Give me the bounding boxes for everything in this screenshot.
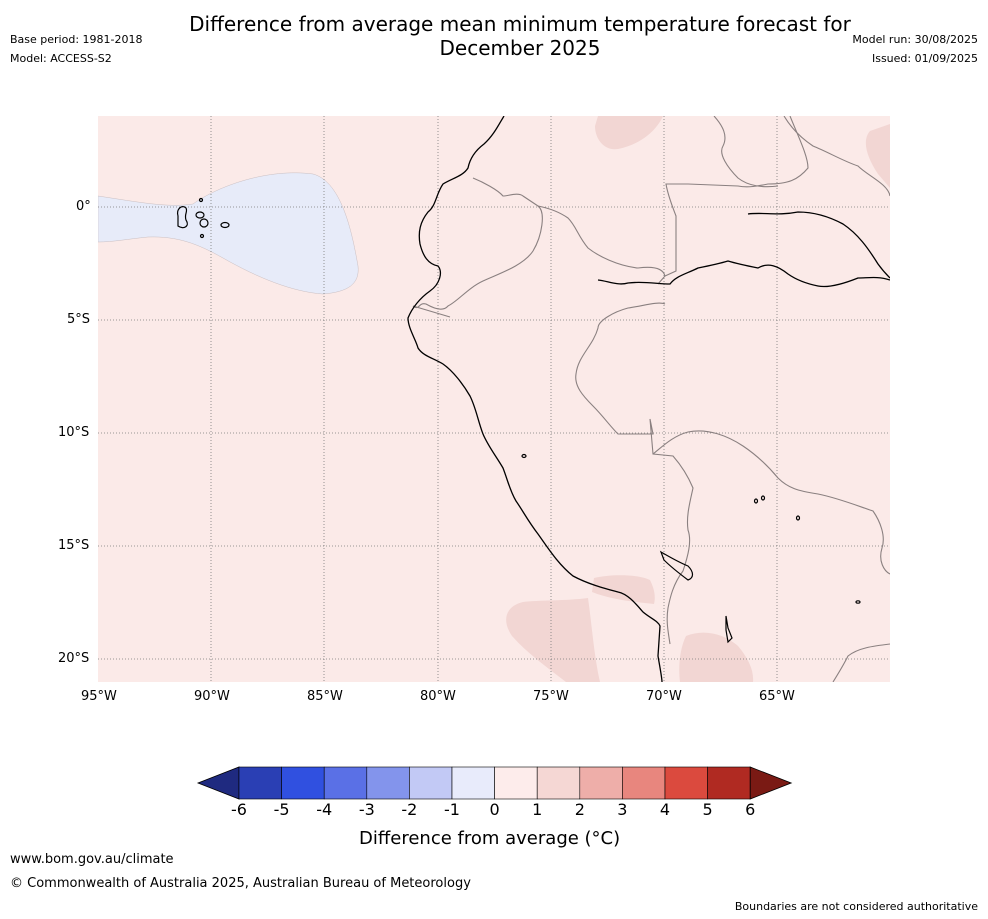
warm-region-bolivia — [679, 632, 754, 682]
colorbar-cell — [494, 766, 538, 800]
colorbar-tick-label: 1 — [532, 800, 543, 819]
base-period-text: Base period: 1981-2018 — [10, 33, 143, 46]
colorbar — [196, 766, 793, 800]
colorbar-cell — [707, 766, 751, 800]
lat-label-0: 0° — [76, 199, 91, 214]
warm-region-peru-coast — [506, 598, 600, 682]
colorbar-cell — [281, 766, 325, 800]
colorbar-cell — [323, 766, 368, 800]
colorbar-cell — [366, 766, 410, 800]
colorbar-cells — [196, 766, 793, 800]
model-run-text: Model run: 30/08/2025 — [852, 33, 978, 46]
colorbar-tick-label: 2 — [574, 800, 585, 819]
colorbar-tick-label: -1 — [444, 800, 460, 819]
copyright-text: © Commonwealth of Australia 2025, Austra… — [10, 876, 471, 891]
warm-region-titicaca — [592, 575, 655, 604]
lon-label-65w: 65°W — [759, 689, 795, 704]
lat-label-5s: 5°S — [67, 312, 91, 327]
islands-and-lakes — [177, 197, 861, 644]
colorbar-tick-label: -2 — [401, 800, 418, 819]
warm-region-north — [595, 116, 663, 150]
title-line-2: December 2025 — [439, 36, 601, 60]
title-line-1: Difference from average mean minimum tem… — [189, 12, 851, 36]
colorbar-cell — [451, 766, 495, 800]
lon-label-95w: 95°W — [81, 689, 117, 704]
colorbar-cell — [664, 766, 708, 800]
boundaries-disclaimer: Boundaries are not considered authoritat… — [734, 900, 978, 913]
colorbar-arrow-high — [749, 766, 793, 800]
country-borders — [412, 116, 890, 682]
colorbar-cell — [622, 766, 666, 800]
colorbar-arrow-low — [196, 766, 240, 800]
lat-label-20s: 20°S — [58, 651, 90, 666]
coastlines — [407, 116, 890, 682]
lon-label-70w: 70°W — [646, 689, 682, 704]
lat-label-10s: 10°S — [58, 425, 90, 440]
colorbar-tick-label: 0 — [489, 800, 500, 819]
colorbar-tick-label: 5 — [702, 800, 713, 819]
forecast-map — [98, 116, 890, 682]
colorbar-tick-label: 4 — [659, 800, 671, 819]
colorbar-tick-label: -4 — [316, 800, 333, 819]
colorbar-tick-label: -3 — [358, 800, 375, 819]
colorbar-label: Difference from average (°C) — [359, 828, 621, 849]
lon-label-85w: 85°W — [307, 689, 343, 704]
bom-url: www.bom.gov.au/climate — [10, 852, 174, 867]
colorbar-cell — [409, 766, 453, 800]
model-text: Model: ACCESS-S2 — [10, 52, 112, 65]
issued-text: Issued: 01/09/2025 — [871, 52, 978, 65]
warm-region-east — [865, 124, 890, 188]
lon-label-90w: 90°W — [194, 689, 230, 704]
lon-label-80w: 80°W — [420, 689, 456, 704]
colorbar-cell — [579, 766, 623, 800]
colorbar-tick-label: 3 — [617, 800, 628, 819]
colorbar-cell — [536, 766, 581, 800]
colorbar-cell — [238, 766, 282, 800]
graticule — [98, 116, 890, 682]
lat-label-15s: 15°S — [58, 538, 90, 553]
colorbar-tick-label: -5 — [273, 800, 290, 819]
map-title: Difference from average mean minimum tem… — [160, 12, 880, 60]
lon-label-75w: 75°W — [533, 689, 569, 704]
colorbar-tick-label: 6 — [745, 800, 756, 819]
colorbar-tick-label: -6 — [231, 800, 247, 819]
